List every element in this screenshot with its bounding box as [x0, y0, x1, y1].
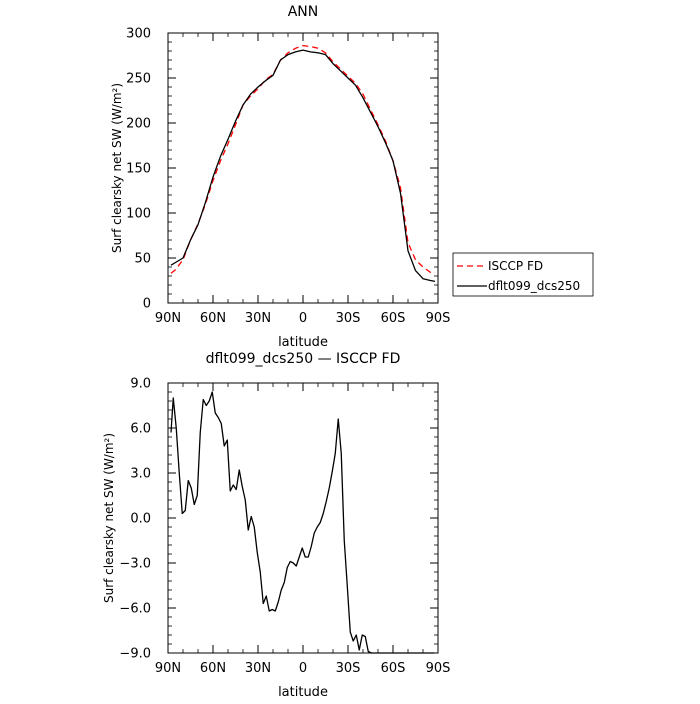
panel-top-title: ANN: [288, 4, 319, 20]
panel-top: ANN latitude Surf clearsky net SW (W/m²)…: [110, 4, 450, 350]
panel-bottom-series: [170, 391, 435, 654]
panel-bottom-series-line-0: [170, 391, 435, 654]
panel-top-x-tick-label: 30N: [245, 311, 271, 326]
panel-top-x-tick-label: 60S: [381, 311, 406, 326]
legend-label-model: dflt099_dcs250: [488, 279, 580, 293]
panel-top-series-line-1: [170, 49, 436, 283]
panel-bottom-y-tick-label: 6.0: [130, 422, 151, 437]
panel-top-ticks: 90N 60N 30N 0 30S 60S 90S 0 50 100 150 200 250 300: [126, 27, 450, 327]
legend-box: [452, 252, 594, 297]
panel-bottom-x-tick-label: 0: [299, 661, 307, 676]
panel-bottom-plot-frame: [167, 382, 439, 654]
legend: ISCCP FD dflt099_dcs250: [452, 252, 594, 297]
panel-top-x-tick-label: 30S: [336, 311, 361, 326]
panel-bottom-title: dflt099_dcs250 — ISCCP FD: [206, 351, 401, 367]
panel-bottom: dflt099_dcs250 — ISCCP FD latitude Surf …: [102, 351, 450, 700]
panel-top-series: [170, 44, 436, 283]
panel-bottom-x-tick-label: 30N: [245, 661, 271, 676]
panel-bottom-x-tick-label: 30S: [336, 661, 361, 676]
panel-top-x-tick-label: 0: [299, 311, 307, 326]
panel-bottom-x-tick-label: 90N: [155, 661, 181, 676]
panel-bottom-y-tick-label: 0.0: [130, 512, 151, 527]
panel-top-y-tick-label: 50: [134, 252, 151, 267]
panel-top-x-tick-label: 90N: [155, 311, 181, 326]
panel-top-y-tick-label: 300: [126, 27, 151, 42]
panel-bottom-x-tick-label: 90S: [426, 661, 451, 676]
panel-bottom-y-tick-label: −9.0: [119, 647, 151, 662]
legend-label-isccp: ISCCP FD: [488, 259, 543, 273]
panel-bottom-x-tick-label: 60N: [200, 661, 226, 676]
panel-bottom-xlabel: latitude: [278, 685, 328, 700]
panel-top-plot-frame: [167, 32, 439, 304]
panel-top-x-tick-label: 60N: [200, 311, 226, 326]
panel-top-y-tick-label: 200: [126, 117, 151, 132]
panel-bottom-y-tick-label: 9.0: [130, 377, 151, 392]
panel-top-y-tick-label: 100: [126, 207, 151, 222]
panel-top-y-tick-label: 0: [143, 297, 151, 312]
panel-bottom-ticks: 90N 60N 30N 0 30S 60S 90S −9.0 −6.0 −3.0 0.0 3.0 6.0…: [119, 377, 450, 677]
panel-top-y-tick-label: 250: [126, 72, 151, 87]
panel-top-x-tick-label: 90S: [426, 311, 451, 326]
panel-bottom-y-tick-label: −3.0: [119, 557, 151, 572]
panel-bottom-y-tick-label: −6.0: [119, 602, 151, 617]
panel-top-ylabel: Surf clearsky net SW (W/m²): [110, 83, 124, 253]
panel-top-series-line-0: [170, 44, 436, 274]
panel-top-y-tick-label: 150: [126, 162, 151, 177]
panel-bottom-x-tick-label: 60S: [381, 661, 406, 676]
panel-top-xlabel: latitude: [278, 335, 328, 350]
panel-bottom-y-tick-label: 3.0: [130, 467, 151, 482]
panel-bottom-ylabel: Surf clearsky net SW (W/m²): [102, 433, 116, 603]
